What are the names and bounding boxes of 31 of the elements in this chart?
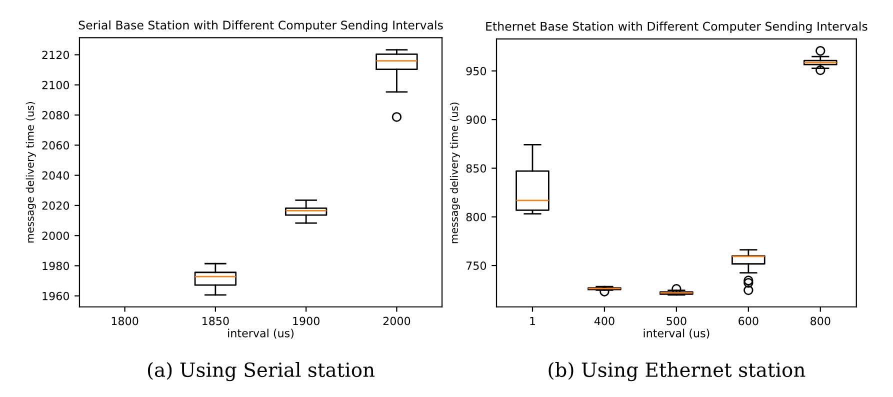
y-tick-label: 2060 [42,141,70,150]
y-axis-title: message delivery time (us) [26,102,36,242]
chart-title: Serial Base Station with Different Computer Sending Intervals [78,20,443,32]
y-tick-label: 2120 [42,50,70,60]
y-tick-label: 2000 [42,232,70,240]
x-tick-label: 400 [594,316,614,326]
y-tick-label: 1960 [42,292,70,300]
x-tick-label: 1 [530,316,536,326]
x-axis-title: interval (us) [644,328,710,339]
x-tick-label: 800 [810,316,830,326]
x-tick-label: 500 [666,316,686,326]
y-tick-label: 2080 [42,111,70,120]
x-tick-label: 1900 [293,316,320,326]
y-tick-label: 950 [466,66,486,76]
y-tick-label: 2100 [42,80,70,90]
y-axis-title: message delivery time (us) [450,102,460,244]
text: (b) Using Ethernet station [548,362,806,382]
y-tick-label: 1980 [42,262,70,270]
y-tick-label: 2040 [42,171,70,180]
x-tick-label: 1850 [202,316,229,326]
x-axis-title: interval (us) [228,328,294,339]
x-tick-label: 1800 [112,316,138,326]
x-tick-label: 600 [738,316,758,326]
y-tick-label: 850 [466,164,486,173]
chart-title: Ethernet Base Station with Different Computer Sending Intervals [486,22,868,34]
y-tick-label: 800 [466,212,486,222]
y-tick-label: 2020 [42,201,70,210]
text: (a) Using Serial station [148,362,375,382]
x-tick-label: 2000 [383,316,410,326]
y-tick-label: 900 [466,116,486,124]
y-tick-label: 750 [466,262,486,270]
